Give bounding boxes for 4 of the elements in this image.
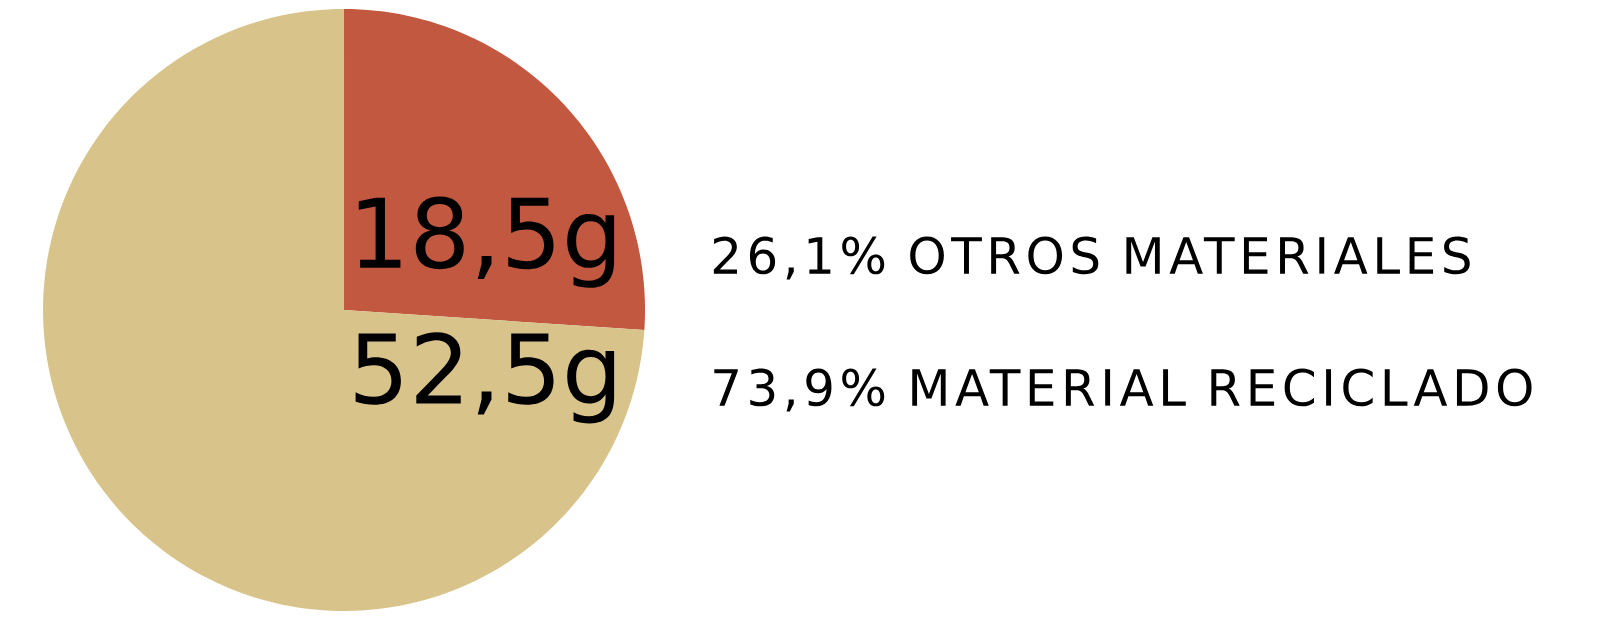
slice-label: 73,9% MATERIAL RECICLADO: [714, 368, 1532, 412]
data-label: 18,5g: [358, 196, 615, 288]
data-label: 52,5g: [355, 332, 615, 424]
slice-label: 26,1% OTROS MATERIALES: [713, 236, 1470, 280]
